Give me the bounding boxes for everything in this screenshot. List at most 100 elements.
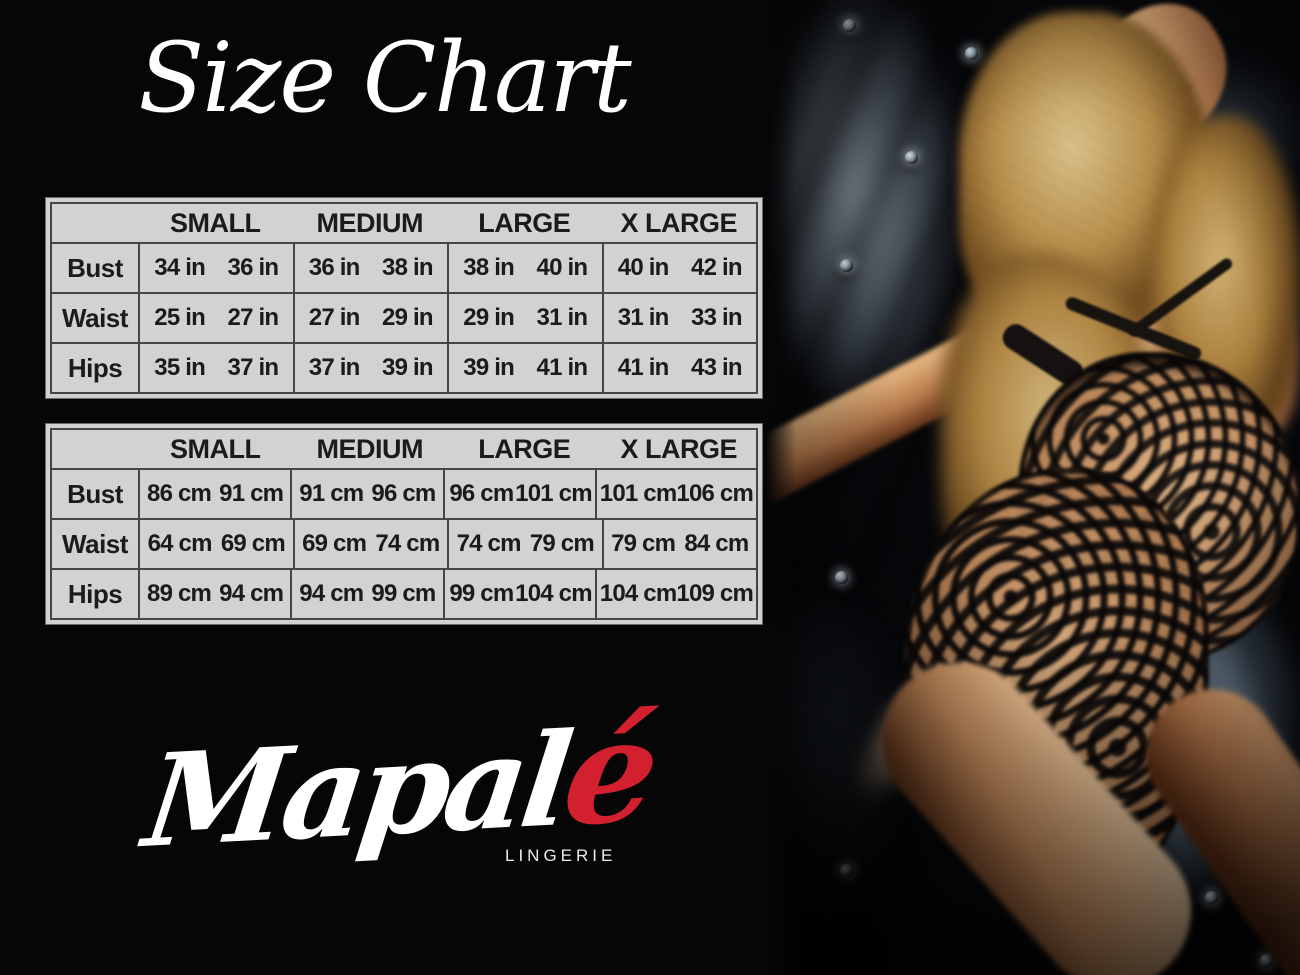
measurement-value-cell: 25 in 27 in (138, 294, 293, 342)
table-row: Waist 64 cm 69 cm 69 cm 74 cm 74 cm 79 cm 79 cm… (52, 518, 756, 568)
measurement-value-cell: 35 in 37 in (138, 344, 293, 392)
measurement-value-cell: 79 cm 84 cm (601, 520, 757, 568)
measurement-value: 94 cm (219, 580, 284, 607)
corner-cell (52, 430, 138, 468)
measurement-value: 42 in (691, 254, 743, 281)
measurement-value: 37 in (308, 354, 361, 381)
measurement-value-cell: 89 cm 94 cm (138, 570, 290, 618)
measurement-value-cell: 27 in 29 in (292, 294, 448, 342)
measurement-label-cell: Waist (62, 302, 128, 333)
measurement-value: 29 in (463, 304, 515, 331)
page-title: Size Chart (138, 22, 631, 134)
measurement-value: 38 in (463, 254, 515, 281)
size-header-row: SMALL MEDIUM LARGE X LARGE (52, 204, 756, 242)
measurement-value-cell: 39 in 41 in (447, 344, 602, 392)
measurement-value: 69 cm (220, 530, 286, 557)
measurement-value: 27 in (227, 304, 280, 331)
measurement-value: 99 cm (449, 580, 514, 607)
measurement-value: 34 in (154, 254, 206, 281)
measurement-value: 39 in (382, 354, 434, 381)
measurement-value-cell: 74 cm 79 cm (447, 520, 602, 568)
measurement-value-cell: 38 in 40 in (447, 244, 602, 292)
measurement-value: 40 in (617, 254, 670, 281)
measurement-value: 101 cm (599, 480, 677, 507)
measurement-value: 29 in (382, 304, 434, 331)
info-panel: Size Chart SMALL MEDIUM LARGE X LARGE Bust 34… (45, 22, 763, 877)
measurement-value: 109 cm (676, 580, 753, 607)
measurement-value-cell: 31 in 33 in (601, 294, 757, 342)
measurement-value-cell: 94 cm 99 cm (290, 570, 442, 618)
measurement-value: 31 in (536, 304, 589, 331)
measurement-value: 99 cm (371, 580, 436, 607)
measurement-value: 96 cm (371, 480, 436, 507)
size-header-cell: SMALL (170, 433, 261, 464)
measurement-value: 33 in (691, 304, 743, 331)
measurement-value: 86 cm (147, 480, 212, 507)
measurement-label-cell: Bust (67, 252, 123, 283)
brand-tagline: LINGERIE (505, 846, 617, 865)
measurement-value-cell: 34 in 36 in (138, 244, 293, 292)
measurement-value: 79 cm (611, 530, 676, 557)
measurement-value: 41 in (617, 354, 670, 381)
brand-logo: Mapalé (15, 685, 783, 877)
measurement-value-cell: 64 cm 69 cm (138, 520, 293, 568)
measurement-value: 91 cm (299, 480, 364, 507)
measurement-value: 89 cm (147, 580, 212, 607)
measurement-value: 40 in (536, 254, 589, 281)
measurement-value: 41 in (536, 354, 589, 381)
measurement-value: 31 in (617, 304, 670, 331)
size-header-cell: LARGE (478, 433, 571, 464)
measurement-value: 36 in (308, 254, 361, 281)
measurement-value: 74 cm (375, 530, 440, 557)
size-table-inches-grid: SMALL MEDIUM LARGE X LARGE Bust 34 in 36 in 36 … (50, 202, 758, 394)
measurement-label-cell: Bust (67, 478, 123, 509)
table-row: Bust 86 cm 91 cm 91 cm 96 cm 96 cm 101 cm 101 c… (52, 468, 756, 518)
measurement-value: 39 in (463, 354, 515, 381)
measurement-value: 69 cm (302, 530, 367, 557)
measurement-value: 104 cm (599, 580, 677, 607)
measurement-label-cell: Waist (62, 528, 128, 559)
measurement-value-cell: 104 cm 109 cm (594, 570, 756, 618)
measurement-value: 91 cm (219, 480, 284, 507)
measurement-value-cell: 96 cm 101 cm (442, 470, 595, 518)
measurement-value-cell: 36 in 38 in (292, 244, 448, 292)
table-row: Hips 89 cm 94 cm 94 cm 99 cm 99 cm 104 cm 104 c… (52, 568, 756, 618)
size-table-inches: SMALL MEDIUM LARGE X LARGE Bust 34 in 36 in 36 … (45, 197, 763, 399)
size-table-centimeters: SMALL MEDIUM LARGE X LARGE Bust 86 cm 91 cm 91 … (45, 423, 763, 625)
table-row: Waist 25 in 27 in 27 in 29 in 29 in 31 in 31 in… (52, 292, 756, 342)
size-header-cell: X LARGE (620, 433, 737, 464)
measurement-value: 94 cm (299, 580, 364, 607)
measurement-value-cell: 91 cm 96 cm (290, 470, 442, 518)
measurement-value: 104 cm (515, 580, 592, 607)
size-header-cell: MEDIUM (316, 433, 424, 464)
size-header-cell: SMALL (170, 207, 261, 238)
measurement-value-cell: 86 cm 91 cm (138, 470, 290, 518)
measurement-label-cell: Hips (67, 578, 123, 609)
measurement-value: 64 cm (147, 530, 213, 557)
measurement-value-cell: 69 cm 74 cm (292, 520, 448, 568)
corner-cell (52, 204, 138, 242)
measurement-value-cell: 101 cm 106 cm (594, 470, 756, 518)
measurement-value: 37 in (227, 354, 280, 381)
measurement-value: 74 cm (456, 530, 522, 557)
measurement-value: 25 in (154, 304, 206, 331)
measurement-value: 84 cm (684, 530, 749, 557)
measurement-value: 96 cm (449, 480, 514, 507)
size-header-cell: X LARGE (620, 207, 737, 238)
measurement-value-cell: 99 cm 104 cm (442, 570, 595, 618)
size-header-row: SMALL MEDIUM LARGE X LARGE (52, 430, 756, 468)
photo-vignette (766, 0, 1300, 975)
table-row: Hips 35 in 37 in 37 in 39 in 39 in 41 in 41 in 4… (52, 342, 756, 392)
size-table-centimeters-grid: SMALL MEDIUM LARGE X LARGE Bust 86 cm 91 cm 91 … (50, 428, 758, 620)
measurement-value: 101 cm (515, 480, 592, 507)
measurement-value-cell: 37 in 39 in (292, 344, 448, 392)
measurement-value: 79 cm (529, 530, 595, 557)
size-header-cell: LARGE (478, 207, 571, 238)
measurement-value-cell: 41 in 43 in (601, 344, 757, 392)
measurement-value-cell: 40 in 42 in (601, 244, 757, 292)
measurement-value: 27 in (308, 304, 361, 331)
measurement-value: 106 cm (676, 480, 753, 507)
measurement-label-cell: Hips (67, 352, 123, 383)
measurement-value: 35 in (154, 354, 206, 381)
